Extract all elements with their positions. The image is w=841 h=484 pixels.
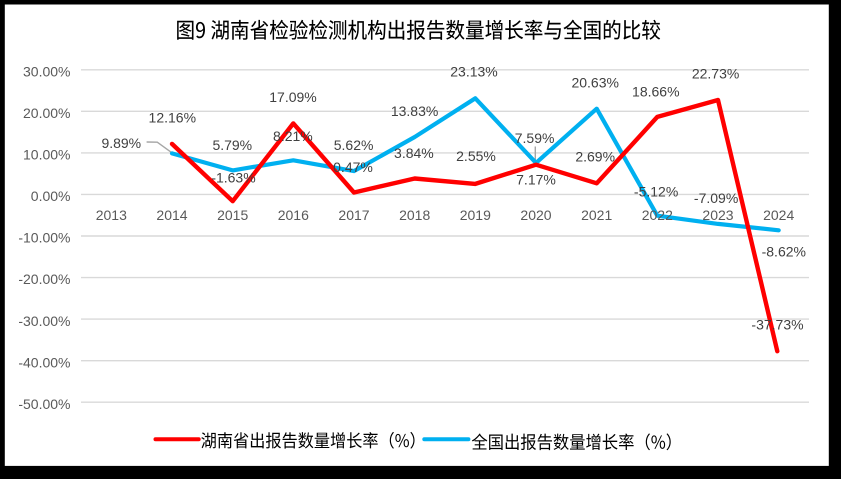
svg-text:13.83%: 13.83% [391, 103, 438, 119]
svg-text:5.79%: 5.79% [212, 137, 252, 153]
svg-text:-37.73%: -37.73% [751, 317, 803, 333]
svg-text:-8.62%: -8.62% [762, 244, 806, 260]
svg-text:5.62%: 5.62% [334, 137, 374, 153]
svg-text:30.00%: 30.00% [23, 64, 70, 80]
svg-text:10.00%: 10.00% [23, 147, 70, 163]
svg-text:-7.09%: -7.09% [694, 190, 738, 206]
svg-text:7.17%: 7.17% [516, 172, 556, 188]
svg-text:3.84%: 3.84% [394, 145, 434, 161]
svg-text:-40.00%: -40.00% [18, 354, 70, 370]
svg-text:2018: 2018 [399, 207, 430, 223]
svg-text:2023: 2023 [702, 207, 733, 223]
svg-text:9.89%: 9.89% [101, 135, 141, 151]
svg-text:2016: 2016 [278, 207, 309, 223]
svg-text:20.63%: 20.63% [571, 74, 618, 90]
svg-text:-1.63%: -1.63% [211, 169, 255, 185]
svg-text:23.13%: 23.13% [450, 63, 497, 79]
svg-text:17.09%: 17.09% [269, 89, 316, 105]
svg-text:2.55%: 2.55% [456, 148, 496, 164]
svg-text:-5.12%: -5.12% [634, 183, 678, 199]
svg-text:20.00%: 20.00% [23, 105, 70, 121]
svg-text:2017: 2017 [338, 207, 369, 223]
svg-text:0.00%: 0.00% [31, 188, 71, 204]
svg-text:22.73%: 22.73% [692, 66, 739, 82]
svg-text:8.21%: 8.21% [273, 128, 313, 144]
svg-text:-20.00%: -20.00% [18, 271, 70, 287]
svg-text:-10.00%: -10.00% [18, 230, 70, 246]
svg-text:2013: 2013 [96, 207, 127, 223]
svg-text:2015: 2015 [217, 207, 248, 223]
svg-text:2021: 2021 [581, 207, 612, 223]
svg-text:0.47%: 0.47% [333, 159, 373, 175]
svg-text:18.66%: 18.66% [632, 83, 679, 99]
svg-text:7.59%: 7.59% [515, 130, 555, 146]
svg-text:2024: 2024 [763, 207, 794, 223]
svg-text:2014: 2014 [156, 207, 187, 223]
svg-text:12.16%: 12.16% [149, 110, 196, 126]
svg-text:2019: 2019 [460, 207, 491, 223]
svg-text:2020: 2020 [520, 207, 551, 223]
svg-text:-30.00%: -30.00% [18, 313, 70, 329]
svg-text:2022: 2022 [642, 207, 673, 223]
svg-text:-50.00%: -50.00% [18, 396, 70, 412]
svg-text:2.69%: 2.69% [575, 148, 615, 164]
